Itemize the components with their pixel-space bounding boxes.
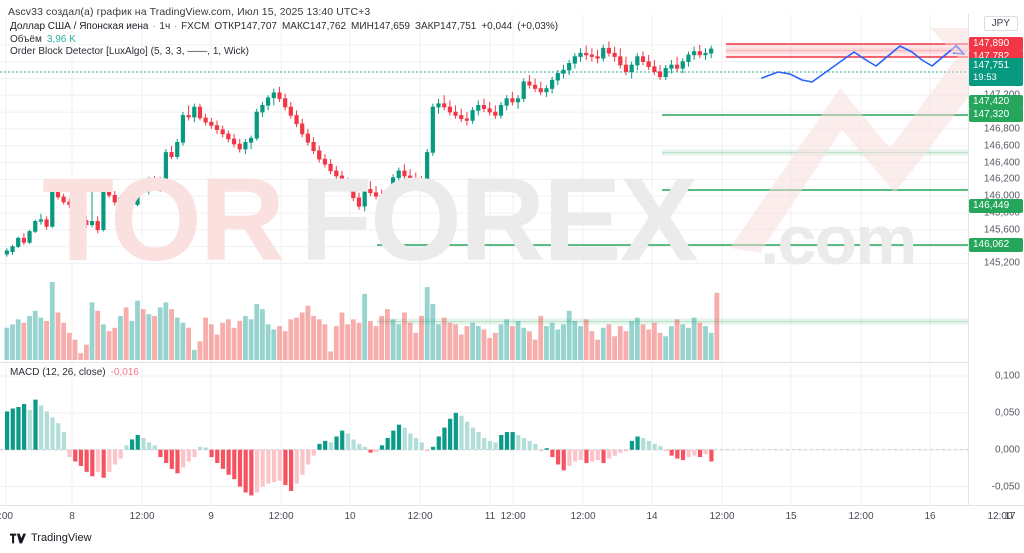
price-badge-live: 147,751 19:53 (969, 58, 1023, 86)
macd-legend[interactable]: MACD (12, 26, close) -0,016 (10, 367, 139, 380)
footer: TradingView (0, 527, 1024, 553)
currency-badge: JPY (983, 16, 1018, 31)
tradingview-logo-text: TradingView (31, 532, 92, 544)
price-axis-tick: 146,400 (983, 157, 1020, 168)
time-axis-tick: 16 (924, 511, 936, 522)
legend-low-label: МИН (351, 21, 374, 32)
legend-interval[interactable]: 1ч (159, 21, 171, 32)
time-axis-tick: 12:00 (129, 511, 155, 522)
chart-legend: Доллар США / Японская иена · 1ч · FXCM ОТ… (10, 21, 558, 59)
price-chart-canvas[interactable] (0, 14, 968, 399)
time-axis-tick: 12:00 (570, 511, 596, 522)
time-axis-tick: 12:00 (709, 511, 735, 522)
macd-axis-tick: 0,000 (994, 444, 1020, 456)
legend-exchange: FXCM (181, 21, 210, 32)
tradingview-logo-icon (10, 533, 26, 543)
legend-indicator-name[interactable]: Order Block Detector [LuxAlgo] (5, 3, 3,… (10, 46, 249, 57)
price-badge-ob-bot: 147,320 (969, 108, 1023, 122)
time-axis-tick: 12:00 (268, 511, 294, 522)
price-axis-tick: 146,200 (983, 173, 1020, 185)
time-axis-tick: 14 (646, 511, 658, 522)
price-axis-tick: 146,600 (983, 140, 1020, 152)
time-axis-tick: 8 (69, 511, 75, 522)
pane-separator (0, 362, 1024, 363)
time-axis-tick: 12:00 (407, 511, 433, 522)
macd-legend-label[interactable]: MACD (12, 26, close) (10, 367, 106, 378)
price-pane[interactable] (0, 14, 968, 399)
attribution-text: Ascv33 создал(а) график на TradingView.c… (8, 6, 371, 18)
legend-high-value: 147,762 (309, 21, 347, 32)
legend-high-label: МАКС (281, 21, 310, 32)
legend-volume-value: 3,96 K (46, 33, 76, 45)
price-axis[interactable]: JPY 147,800147,600147,400147,200147,0001… (968, 14, 1024, 505)
legend-volume-row[interactable]: Объём 3,96 K (10, 34, 558, 47)
macd-legend-row[interactable]: MACD (12, 26, close) -0,016 (10, 367, 139, 380)
price-axis-tick: 146,800 (983, 123, 1020, 135)
legend-open-value: 147,707 (240, 21, 277, 32)
price-badge-ob-top: 146,449 (969, 199, 1023, 213)
tradingview-logo[interactable]: TradingView (10, 532, 92, 544)
legend-change: +0,044 (481, 21, 513, 32)
time-axis-tick: 15 (785, 511, 797, 522)
macd-axis-tick: -0,050 (991, 481, 1020, 493)
time-axis[interactable]: :00 8 12:00 9 12:00 10 12:00 11 12:00 12:00 14 12:0… (0, 505, 1024, 527)
price-axis-tick: 146,000 (983, 190, 1020, 202)
time-axis-tick: 10 (344, 511, 356, 522)
legend-symbol[interactable]: Доллар США / Японская иена (10, 21, 149, 32)
legend-low-value: 147,659 (373, 21, 410, 32)
legend-open-label: ОТКР (214, 21, 241, 32)
time-axis-tick: 12:00 (987, 511, 1013, 522)
price-badge-ob-bot: 146,062 (969, 238, 1023, 252)
macd-chart-canvas[interactable] (0, 365, 968, 505)
legend-symbol-row[interactable]: Доллар США / Японская иена · 1ч · FXCM ОТ… (10, 21, 559, 32)
price-axis-tick: 145,600 (983, 224, 1020, 236)
time-axis-tick: 12:00 (500, 511, 526, 522)
legend-close-value: 147,751 (440, 21, 477, 32)
legend-close-label: ЗАКР (414, 21, 441, 32)
legend-indicator-row[interactable]: Order Block Detector [LuxAlgo] (5, 3, 3,… (10, 46, 558, 59)
price-badge-ob-top: 147,420 (969, 95, 1023, 109)
time-axis-tick: 9 (208, 511, 214, 522)
legend-change-percent: (+0,03%) (517, 21, 559, 32)
time-axis-tick: 12:00 (848, 511, 874, 522)
price-axis-tick: 145,200 (983, 257, 1020, 269)
price-badge-time: 19:53 (973, 72, 997, 83)
macd-legend-value: -0,016 (110, 367, 139, 378)
time-axis-tick: 11 (484, 511, 496, 522)
price-badge-ob-top: 147,890 (969, 37, 1023, 51)
macd-pane[interactable] (0, 365, 968, 505)
legend-volume-label: Объём (10, 33, 42, 45)
time-axis-tick: 17 (1004, 511, 1016, 522)
time-axis-tick: :00 (0, 511, 13, 522)
macd-axis-tick: 0,100 (994, 370, 1020, 382)
macd-axis-tick: 0,050 (994, 407, 1020, 419)
